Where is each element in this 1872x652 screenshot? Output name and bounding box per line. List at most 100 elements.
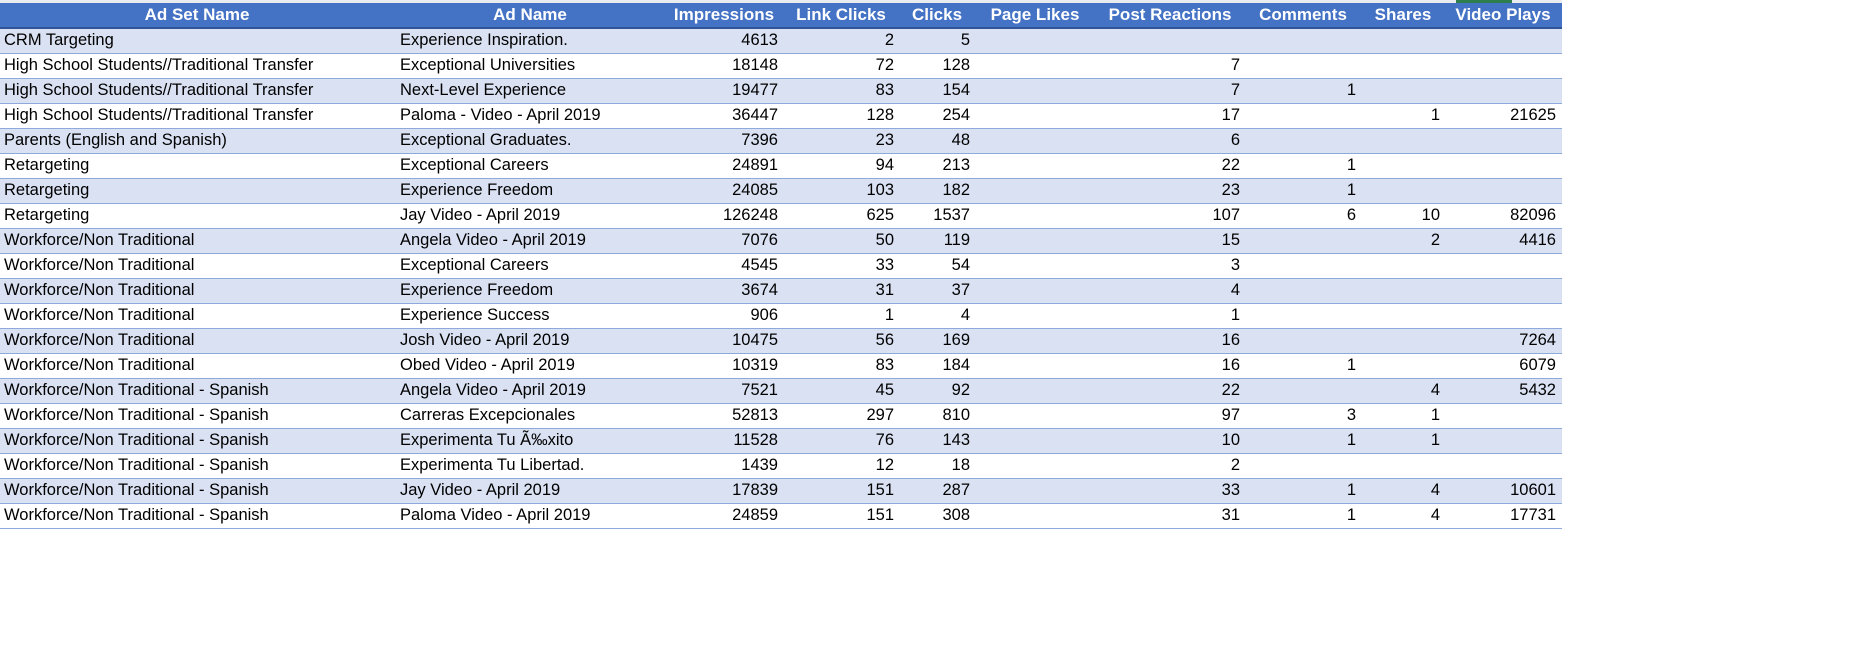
cell-link-clicks[interactable]: 103 bbox=[784, 178, 900, 204]
cell-page-likes[interactable] bbox=[976, 28, 1096, 54]
cell-ad-set-name[interactable]: Workforce/Non Traditional - Spanish bbox=[0, 378, 396, 404]
cell-impressions[interactable]: 4545 bbox=[666, 253, 784, 279]
cell-ad-name[interactable]: Exceptional Careers bbox=[396, 253, 666, 279]
cell-video-plays[interactable] bbox=[1446, 403, 1562, 429]
cell-impressions[interactable]: 1439 bbox=[666, 453, 784, 479]
cell-comments[interactable] bbox=[1246, 453, 1362, 479]
cell-video-plays[interactable]: 6079 bbox=[1446, 353, 1562, 379]
cell-comments[interactable]: 1 bbox=[1246, 478, 1362, 504]
cell-shares[interactable] bbox=[1362, 53, 1446, 79]
cell-video-plays[interactable]: 7264 bbox=[1446, 328, 1562, 354]
cell-comments[interactable] bbox=[1246, 128, 1362, 154]
cell-impressions[interactable]: 18148 bbox=[666, 53, 784, 79]
cell-clicks[interactable]: 154 bbox=[900, 78, 976, 104]
cell-clicks[interactable]: 119 bbox=[900, 228, 976, 254]
cell-ad-name[interactable]: Experience Inspiration. bbox=[396, 28, 666, 54]
cell-ad-set-name[interactable]: Workforce/Non Traditional - Spanish bbox=[0, 478, 396, 504]
cell-ad-set-name[interactable]: Workforce/Non Traditional bbox=[0, 278, 396, 304]
cell-comments[interactable] bbox=[1246, 228, 1362, 254]
cell-clicks[interactable]: 182 bbox=[900, 178, 976, 204]
cell-ad-set-name[interactable]: High School Students//Traditional Transf… bbox=[0, 53, 396, 79]
cell-impressions[interactable]: 24859 bbox=[666, 503, 784, 529]
cell-page-likes[interactable] bbox=[976, 228, 1096, 254]
cell-ad-name[interactable]: Jay Video - April 2019 bbox=[396, 203, 666, 229]
cell-link-clicks[interactable]: 83 bbox=[784, 78, 900, 104]
cell-clicks[interactable]: 48 bbox=[900, 128, 976, 154]
cell-ad-set-name[interactable]: Parents (English and Spanish) bbox=[0, 128, 396, 154]
cell-page-likes[interactable] bbox=[976, 503, 1096, 529]
cell-shares[interactable] bbox=[1362, 28, 1446, 54]
cell-video-plays[interactable] bbox=[1446, 278, 1562, 304]
cell-ad-set-name[interactable]: Workforce/Non Traditional - Spanish bbox=[0, 428, 396, 454]
cell-video-plays[interactable] bbox=[1446, 28, 1562, 54]
cell-link-clicks[interactable]: 94 bbox=[784, 153, 900, 179]
cell-shares[interactable] bbox=[1362, 303, 1446, 329]
cell-ad-name[interactable]: Experimenta Tu Libertad. bbox=[396, 453, 666, 479]
cell-link-clicks[interactable]: 83 bbox=[784, 353, 900, 379]
cell-impressions[interactable]: 7396 bbox=[666, 128, 784, 154]
header-ad-name[interactable]: Ad Name bbox=[396, 3, 666, 29]
header-clicks[interactable]: Clicks bbox=[900, 3, 976, 29]
cell-page-likes[interactable] bbox=[976, 153, 1096, 179]
cell-clicks[interactable]: 308 bbox=[900, 503, 976, 529]
cell-ad-name[interactable]: Paloma Video - April 2019 bbox=[396, 503, 666, 529]
cell-ad-name[interactable]: Paloma - Video - April 2019 bbox=[396, 103, 666, 129]
cell-clicks[interactable]: 128 bbox=[900, 53, 976, 79]
cell-comments[interactable]: 3 bbox=[1246, 403, 1362, 429]
cell-shares[interactable] bbox=[1362, 153, 1446, 179]
cell-video-plays[interactable]: 10601 bbox=[1446, 478, 1562, 504]
cell-shares[interactable]: 1 bbox=[1362, 103, 1446, 129]
cell-link-clicks[interactable]: 151 bbox=[784, 478, 900, 504]
cell-ad-name[interactable]: Exceptional Careers bbox=[396, 153, 666, 179]
cell-clicks[interactable]: 5 bbox=[900, 28, 976, 54]
cell-shares[interactable] bbox=[1362, 78, 1446, 104]
cell-link-clicks[interactable]: 33 bbox=[784, 253, 900, 279]
cell-page-likes[interactable] bbox=[976, 403, 1096, 429]
cell-post-reactions[interactable]: 22 bbox=[1096, 153, 1246, 179]
header-link-clicks[interactable]: Link Clicks bbox=[784, 3, 900, 29]
cell-impressions[interactable]: 906 bbox=[666, 303, 784, 329]
cell-post-reactions[interactable]: 16 bbox=[1096, 328, 1246, 354]
cell-ad-name[interactable]: Angela Video - April 2019 bbox=[396, 228, 666, 254]
cell-ad-set-name[interactable]: Retargeting bbox=[0, 203, 396, 229]
cell-ad-name[interactable]: Experience Success bbox=[396, 303, 666, 329]
cell-page-likes[interactable] bbox=[976, 203, 1096, 229]
cell-video-plays[interactable] bbox=[1446, 453, 1562, 479]
cell-ad-name[interactable]: Exceptional Graduates. bbox=[396, 128, 666, 154]
cell-shares[interactable]: 4 bbox=[1362, 378, 1446, 404]
cell-shares[interactable]: 10 bbox=[1362, 203, 1446, 229]
cell-post-reactions[interactable]: 22 bbox=[1096, 378, 1246, 404]
cell-clicks[interactable]: 810 bbox=[900, 403, 976, 429]
cell-comments[interactable] bbox=[1246, 103, 1362, 129]
cell-post-reactions[interactable]: 7 bbox=[1096, 78, 1246, 104]
cell-page-likes[interactable] bbox=[976, 128, 1096, 154]
cell-video-plays[interactable]: 5432 bbox=[1446, 378, 1562, 404]
cell-link-clicks[interactable]: 23 bbox=[784, 128, 900, 154]
cell-shares[interactable]: 4 bbox=[1362, 478, 1446, 504]
cell-ad-set-name[interactable]: Workforce/Non Traditional bbox=[0, 228, 396, 254]
cell-ad-set-name[interactable]: High School Students//Traditional Transf… bbox=[0, 103, 396, 129]
cell-page-likes[interactable] bbox=[976, 378, 1096, 404]
cell-ad-name[interactable]: Josh Video - April 2019 bbox=[396, 328, 666, 354]
cell-ad-set-name[interactable]: Retargeting bbox=[0, 178, 396, 204]
cell-video-plays[interactable] bbox=[1446, 428, 1562, 454]
cell-page-likes[interactable] bbox=[976, 253, 1096, 279]
cell-page-likes[interactable] bbox=[976, 303, 1096, 329]
cell-clicks[interactable]: 1537 bbox=[900, 203, 976, 229]
cell-video-plays[interactable] bbox=[1446, 78, 1562, 104]
cell-video-plays[interactable] bbox=[1446, 153, 1562, 179]
cell-clicks[interactable]: 54 bbox=[900, 253, 976, 279]
cell-link-clicks[interactable]: 76 bbox=[784, 428, 900, 454]
cell-link-clicks[interactable]: 45 bbox=[784, 378, 900, 404]
cell-impressions[interactable]: 11528 bbox=[666, 428, 784, 454]
cell-impressions[interactable]: 3674 bbox=[666, 278, 784, 304]
cell-shares[interactable] bbox=[1362, 453, 1446, 479]
cell-impressions[interactable]: 24085 bbox=[666, 178, 784, 204]
cell-comments[interactable]: 1 bbox=[1246, 78, 1362, 104]
cell-ad-set-name[interactable]: Workforce/Non Traditional bbox=[0, 328, 396, 354]
cell-link-clicks[interactable]: 31 bbox=[784, 278, 900, 304]
cell-shares[interactable]: 1 bbox=[1362, 428, 1446, 454]
cell-ad-set-name[interactable]: Workforce/Non Traditional bbox=[0, 353, 396, 379]
cell-impressions[interactable]: 10319 bbox=[666, 353, 784, 379]
cell-video-plays[interactable] bbox=[1446, 253, 1562, 279]
